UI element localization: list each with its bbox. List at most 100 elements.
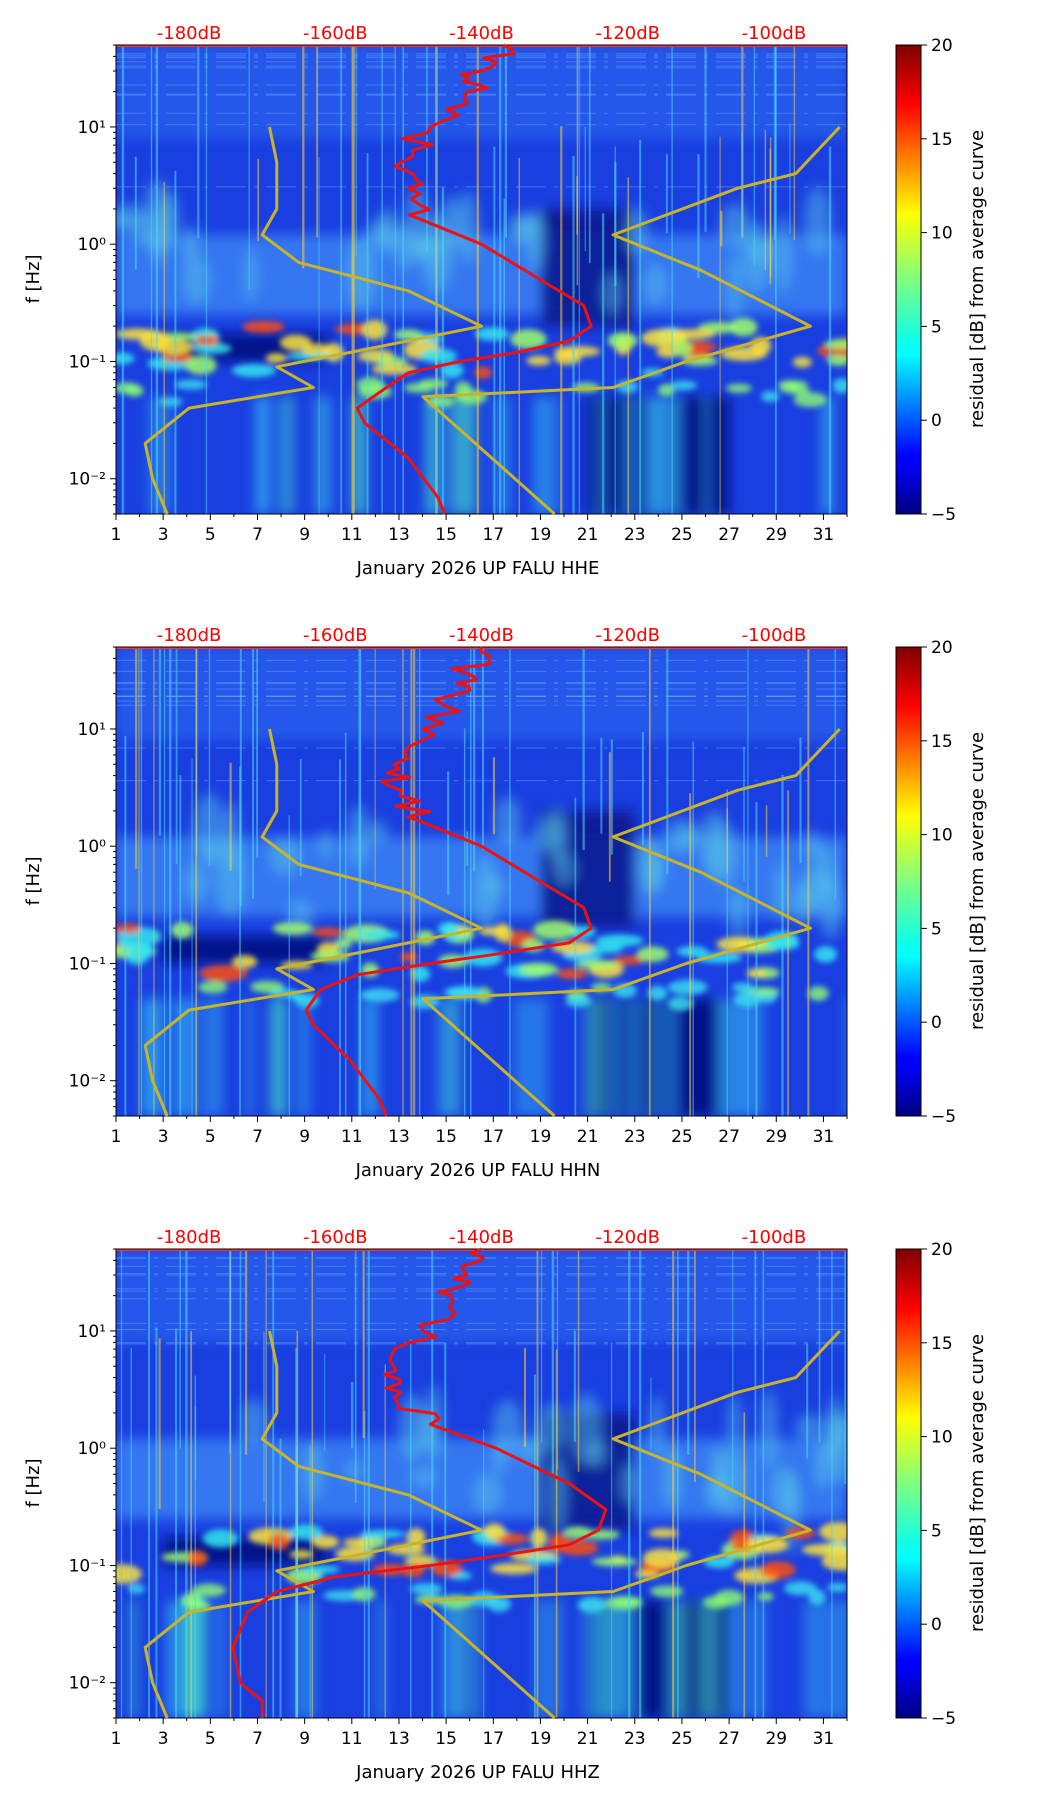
db-tick-label: -100dB <box>742 1227 807 1248</box>
colorbar-tick-label: 5 <box>931 1521 942 1541</box>
low-blob <box>191 1583 227 1597</box>
x-tick-label: 27 <box>718 1127 740 1147</box>
low-blob <box>438 1594 475 1609</box>
y-tick-label: 10¹ <box>78 118 106 138</box>
low-freq-plume <box>664 998 678 1116</box>
microseism-streak <box>644 265 667 306</box>
low-freq-plume <box>535 1600 551 1718</box>
low-blob <box>454 381 472 397</box>
microseism-streak <box>375 208 400 255</box>
db-ticks: -180dB -160dB -140dB -120dB -100dB <box>157 23 806 44</box>
x-tick-label: 1 <box>111 1127 122 1147</box>
microseism-streak <box>760 1389 778 1470</box>
low-blob <box>757 1591 774 1601</box>
x-tick-label: 29 <box>765 1729 787 1749</box>
db-tick-label: -100dB <box>742 23 807 44</box>
microseism-blob <box>676 946 708 957</box>
low-freq-plume <box>627 998 642 1116</box>
db-tick-label: -160dB <box>303 625 368 646</box>
heatmap-diffuse <box>116 45 847 514</box>
microseism-blob <box>359 929 401 940</box>
microseism-blob <box>268 1532 290 1551</box>
low-blob <box>565 995 592 1008</box>
x-tick-label: 9 <box>299 1127 310 1147</box>
low-freq-plume <box>145 998 167 1116</box>
low-blob <box>731 982 755 993</box>
y-tick-label: 10⁰ <box>78 1439 107 1459</box>
x-tick-label: 13 <box>388 525 410 545</box>
colorbar-tick-label: −5 <box>931 505 956 525</box>
microseism-blob <box>533 920 577 940</box>
median-curve <box>355 43 593 515</box>
microseism-blob <box>232 955 258 969</box>
microseism-streak <box>587 1440 607 1467</box>
microseism-blob <box>139 330 170 351</box>
nhnm-curve <box>421 125 841 516</box>
x-tick-label: 15 <box>435 1729 457 1749</box>
x-tick-label: 21 <box>577 1729 599 1749</box>
microseism-blob <box>371 363 418 375</box>
colorbar-tick-label: 0 <box>931 1615 942 1635</box>
low-blob <box>761 390 780 403</box>
low-blob <box>174 379 208 390</box>
microseism-blob <box>202 1529 239 1548</box>
microseism-blob <box>242 320 285 333</box>
db-tick-label: -140dB <box>449 1227 514 1248</box>
colorbar: 20 15 10 5 0 −5 <box>895 1240 956 1729</box>
x-tick-label: 3 <box>158 1127 169 1147</box>
microseism-streak <box>803 186 832 256</box>
y-tick-label: 10¹ <box>78 720 106 740</box>
median-curve <box>231 1247 608 1718</box>
microseism-blob <box>272 922 313 935</box>
microseism-streak <box>774 214 793 294</box>
x-ticks: 1 3 5 7 9 11 13 15 17 19 21 23 25 27 29 31 <box>111 1116 848 1147</box>
microseism-blob <box>185 355 217 375</box>
y-tick-label: 10⁻² <box>69 1674 106 1694</box>
low-freq-plume <box>215 1600 226 1718</box>
panel-hhn: 1 3 5 7 9 11 13 15 17 19 21 23 25 27 29 31 10¹10⁰10⁻¹10… <box>23 625 988 1181</box>
x-tick-label: 9 <box>299 525 310 545</box>
db-tick-label: -120dB <box>595 625 660 646</box>
microseism-streak <box>471 854 499 933</box>
heatmap-layer <box>116 647 847 1116</box>
x-ticks: 1 3 5 7 9 11 13 15 17 19 21 23 25 27 29 31 <box>111 1718 848 1749</box>
low-blob <box>198 981 228 994</box>
microseism-streak <box>244 248 258 303</box>
low-blob <box>487 1596 511 1612</box>
x-tick-label: 11 <box>341 1127 363 1147</box>
low-freq-plume <box>703 396 710 514</box>
low-blob <box>733 992 762 1008</box>
low-freq-plume <box>804 1600 826 1718</box>
nhnm-curve <box>421 1329 841 1720</box>
microseism-blob <box>716 936 763 952</box>
microseism-blob <box>483 1523 505 1540</box>
low-blob <box>793 392 827 408</box>
y-ticks: 10¹ 10⁰ 10⁻¹ 10⁻² <box>69 44 116 515</box>
x-tick-label: 25 <box>671 1729 693 1749</box>
microseism-blob <box>494 923 512 942</box>
x-ticks: 1 3 5 7 9 11 13 15 17 19 21 23 25 27 29 31 <box>111 514 848 545</box>
x-tick-label: 17 <box>482 1127 504 1147</box>
microseism-streak <box>346 1460 362 1482</box>
microseism-streak <box>794 1413 825 1440</box>
heatmap-layer <box>116 1249 847 1718</box>
y-tick-label: 10⁰ <box>78 235 107 255</box>
low-freq-plume <box>181 998 195 1116</box>
low-blob <box>725 383 752 393</box>
db-tick-label: -180dB <box>157 625 222 646</box>
colorbar-tick-label: 15 <box>931 130 953 150</box>
colorbar-tick-label: 0 <box>931 411 942 431</box>
y-tick-label: 10⁻¹ <box>69 954 106 974</box>
microseism-blob <box>526 355 551 366</box>
low-blob <box>294 993 320 1008</box>
microseism-blob <box>410 966 431 982</box>
colorbar-tick-label: −5 <box>931 1107 956 1127</box>
microseism-streak <box>661 1447 683 1509</box>
microseism-streak <box>269 836 301 876</box>
microseism-streak <box>517 1435 543 1464</box>
y-tick-label: 10⁻² <box>69 1072 106 1092</box>
colorbar-tick-label: 10 <box>931 1428 953 1448</box>
microseism-blob <box>648 1528 679 1538</box>
microseism-blob <box>490 1562 538 1575</box>
microseism-streak <box>116 209 132 231</box>
